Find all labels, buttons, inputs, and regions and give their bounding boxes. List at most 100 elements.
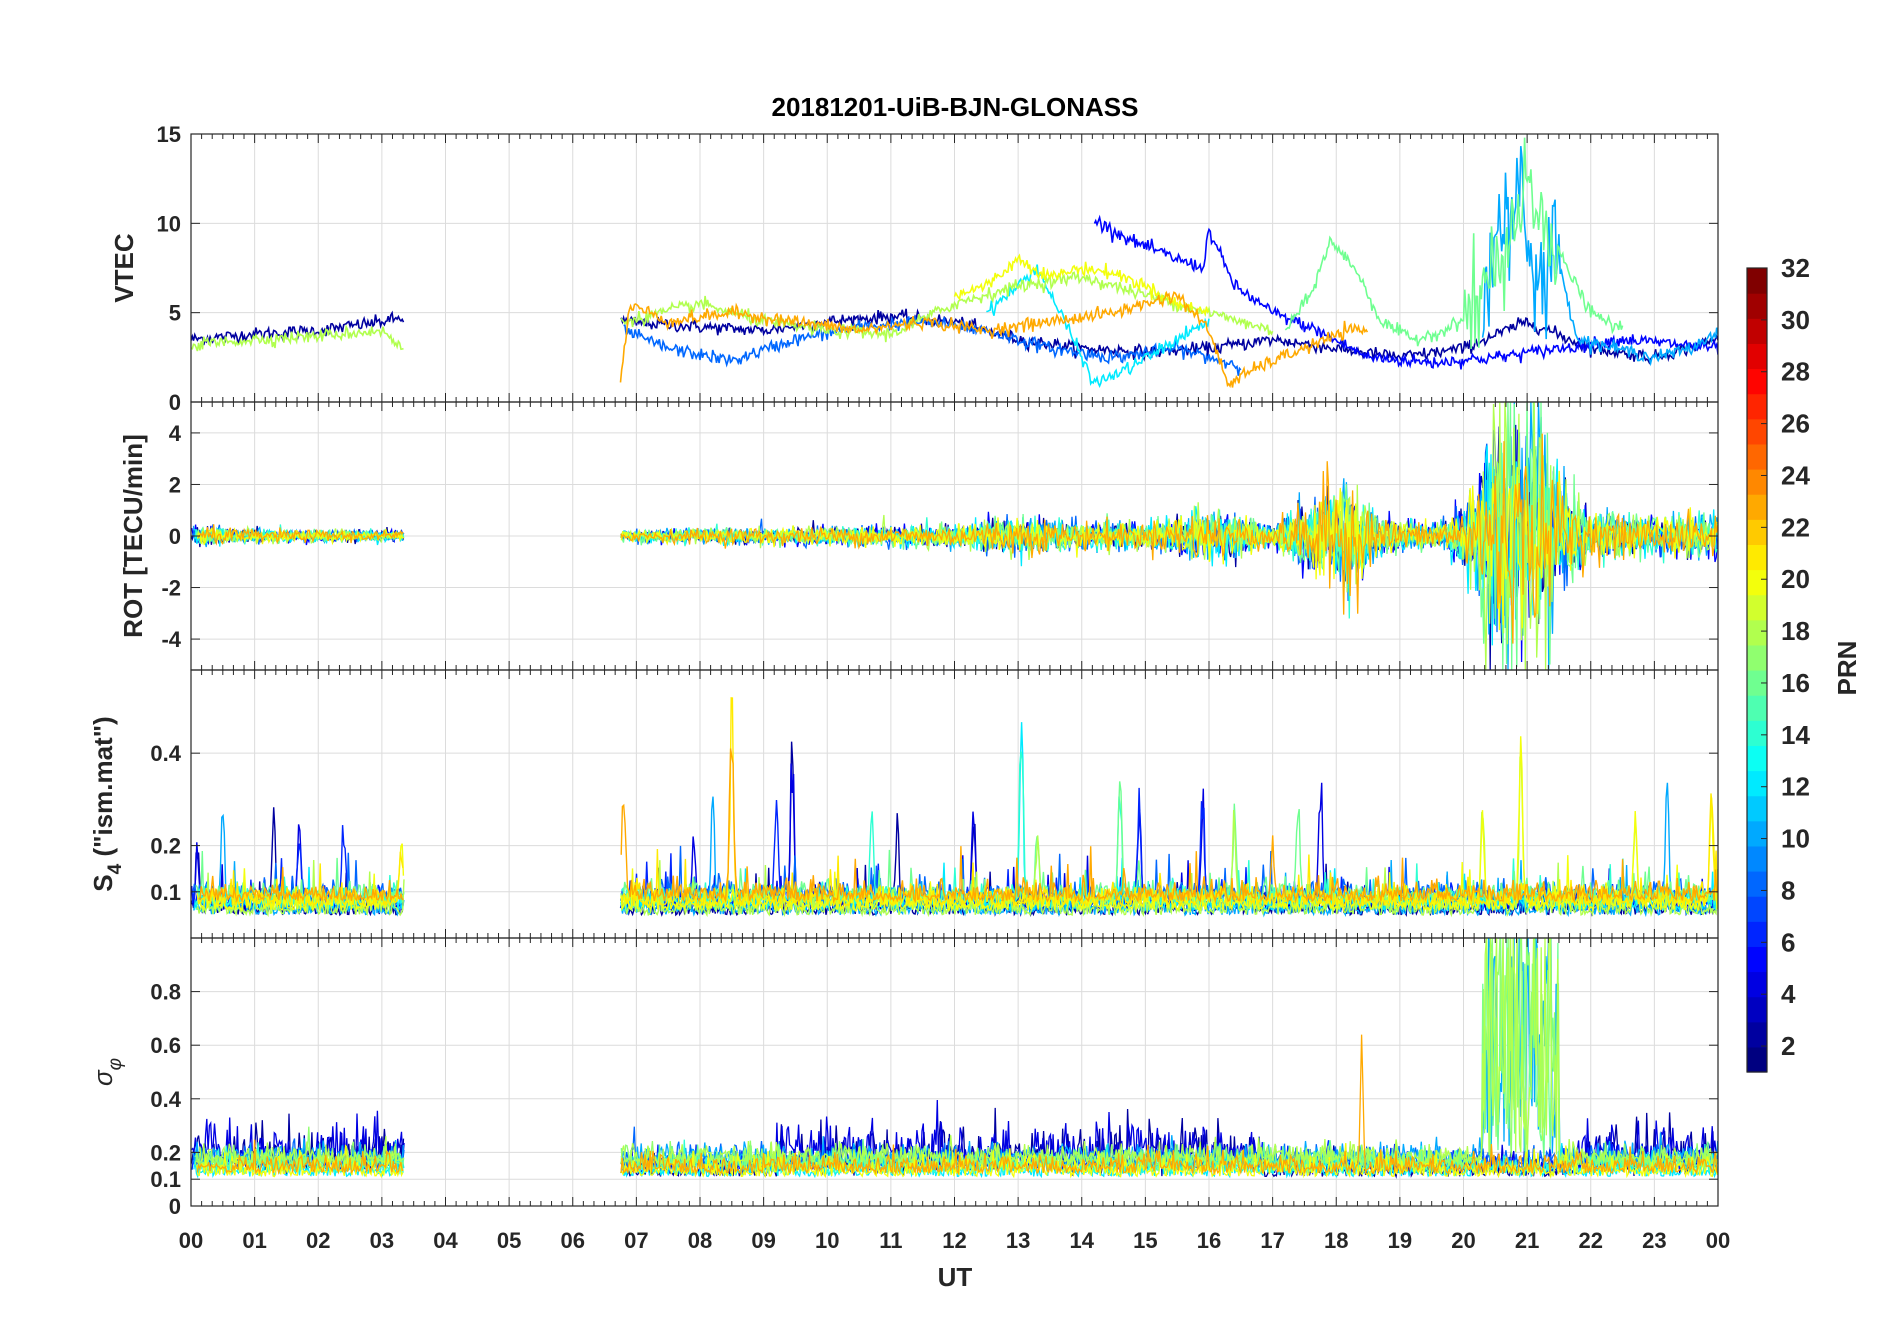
colorbar-tick-label: 4 [1781,979,1796,1009]
colorbar-segment [1747,469,1767,495]
x-tick-label: 22 [1579,1228,1603,1253]
colorbar-tick-label: 12 [1781,772,1810,802]
colorbar-segment [1747,318,1767,344]
colorbar-segment [1747,569,1767,596]
sigma-phi-y-axis-label: σφ [88,1058,126,1086]
colorbar-tick-label: 16 [1781,668,1810,698]
x-tick-label: 04 [433,1228,458,1253]
y-tick-label: 0.8 [150,980,181,1005]
y-tick-label: 0.2 [150,1140,181,1165]
y-tick-label: 0 [169,1194,181,1219]
y-tick-label: 4 [169,421,182,446]
colorbar-tick-label: 22 [1781,512,1810,542]
sigma-phi-axes: 00.10.2 0.4 0.6 0.8 [150,937,1719,1219]
vtec-grid [191,134,1718,402]
vtec-series-line [986,264,1210,389]
x-tick-label: 21 [1515,1228,1539,1253]
colorbar-tick-label: 20 [1781,564,1810,594]
rot-panel: -4 -2 0 2 4 ROT [TECU/min] [118,401,1719,671]
colorbar-segment [1747,619,1767,646]
y-tick-label: 0.4 [150,741,181,766]
colorbar-segment [1747,1021,1767,1048]
s4-y-axis-label: S4 ("ism.mat") [88,716,126,891]
y-tick-label: 0.1 [150,880,181,905]
chart-title: 20181201-UiB-BJN-GLONASS [771,92,1138,122]
colorbar-segment [1747,795,1767,822]
colorbar-tick-label: 6 [1781,927,1795,957]
x-tick-label: 12 [942,1228,966,1253]
vtec-data-lines [191,137,1718,389]
colorbar-label: PRN [1832,641,1862,696]
colorbar-segment [1747,770,1767,797]
x-axis-tick-labels: 00 01 02 03 04 05 06 07 08 09 10 11 12 13 14 15 16 17 18 19… [179,1228,1730,1253]
colorbar-tick-label: 10 [1781,824,1810,854]
y-tick-label: -4 [161,627,181,652]
colorbar-segment [1747,544,1767,571]
colorbar-segment [1747,720,1767,746]
vtec-series-line [1481,146,1718,367]
y-tick-label: 0 [169,524,181,549]
sigma-phi-series-line [196,1034,1718,1176]
s4-label-main: S [88,874,118,891]
colorbar-segment [1747,996,1767,1023]
colorbar-segment [1747,443,1767,470]
colorbar-tick-label: 28 [1781,357,1810,387]
x-tick-label: 03 [370,1228,394,1253]
colorbar-frame [1746,267,1768,1073]
colorbar-segment [1747,921,1767,947]
colorbar-segment [1747,1046,1767,1073]
colorbar-segment [1747,695,1767,721]
vtec-y-axis-label: VTEC [109,233,139,303]
x-tick-label: 10 [815,1228,839,1253]
colorbar-tick-label: 18 [1781,616,1810,646]
sigma-label-main: σ [88,1069,118,1086]
y-tick-label: 0.1 [150,1167,181,1192]
colorbar-tick-label: 14 [1781,720,1810,750]
colorbar-segment [1747,368,1767,395]
vtec-panel: 0 5 10 15 VTEC [109,122,1719,415]
x-tick-label: 05 [497,1228,521,1253]
y-tick-label: 0.4 [150,1087,181,1112]
rot-grid [191,402,1718,670]
x-tick-label: 02 [306,1228,330,1253]
y-tick-label: 2 [169,472,181,497]
y-tick-label: 0 [169,390,181,415]
s4-panel: 0.1 0.2 0.4 S4 ("ism.mat") [88,669,1719,939]
x-tick-label: 01 [242,1228,266,1253]
x-tick-label: 19 [1388,1228,1412,1253]
colorbar-segment [1747,871,1767,897]
x-tick-label: 00 [1706,1228,1730,1253]
colorbar-segment [1747,519,1767,545]
x-tick-label: 18 [1324,1228,1348,1253]
s4-series-line [198,748,1718,904]
colorbar-segment [1747,594,1767,621]
colorbar-segment [1747,644,1767,671]
x-tick-label: 11 [879,1228,902,1253]
x-tick-label: 13 [1006,1228,1030,1253]
s4-label-sub: 4 [105,863,126,874]
s4-data-lines [191,697,1718,918]
rot-series-line [197,433,1718,644]
colorbar-segment [1747,820,1767,847]
x-tick-label: 14 [1070,1228,1095,1253]
colorbar-tick-label: 26 [1781,409,1810,439]
colorbar-tick-label: 8 [1781,875,1795,905]
x-tick-label: 15 [1133,1228,1157,1253]
x-tick-label: 16 [1197,1228,1221,1253]
colorbar-segment [1747,896,1767,922]
vtec-series-line [1284,137,1624,350]
sigma-phi-data-lines [191,938,1718,1179]
x-tick-label: 08 [688,1228,712,1253]
sigma-phi-panel: 00.10.2 0.4 0.6 0.8 σφ [88,937,1719,1219]
colorbar-segment [1747,343,1767,370]
colorbar-tick-label: 32 [1781,253,1810,283]
colorbar-segment [1747,293,1767,319]
y-tick-label: 5 [169,301,181,326]
x-tick-label: 23 [1642,1228,1666,1253]
colorbar-tick-label: 30 [1781,305,1810,335]
y-tick-label: 0.2 [150,834,181,859]
colorbar-tick-label: 24 [1781,460,1810,490]
colorbar-segment [1747,946,1767,973]
